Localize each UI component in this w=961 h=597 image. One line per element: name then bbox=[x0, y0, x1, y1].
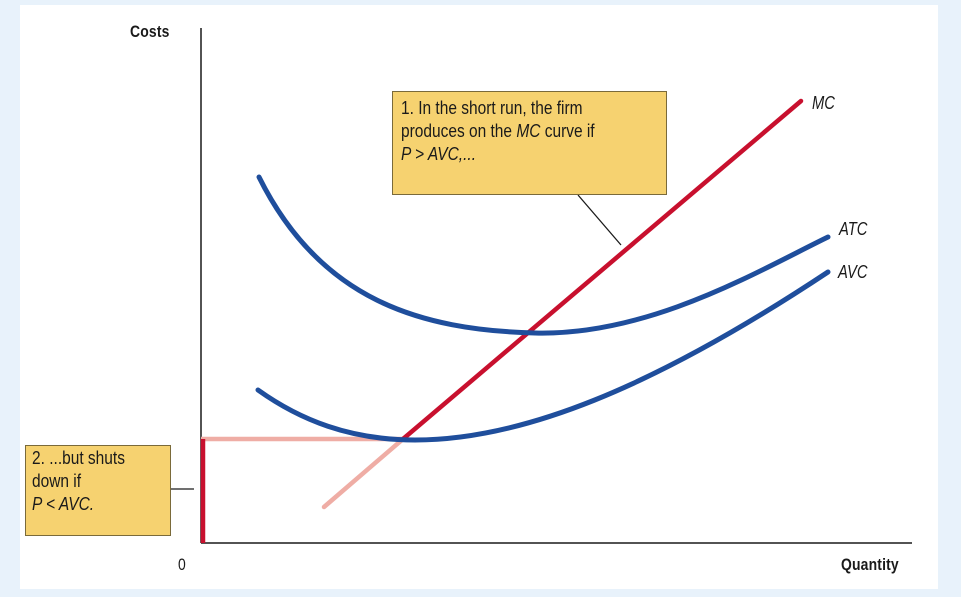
callout-run: P > AVC,... bbox=[401, 144, 477, 164]
mc-curve-below-avc bbox=[321, 436, 406, 510]
avc-curve bbox=[255, 269, 831, 443]
callout-line: down if bbox=[32, 470, 146, 493]
callout-line: 2. ...but shuts bbox=[32, 447, 146, 470]
callout-text: 2. ...but shuts down if P < AVC. bbox=[32, 447, 146, 516]
callout-line: 1. In the short run, the firm bbox=[401, 97, 622, 120]
callout-run: curve if bbox=[540, 121, 595, 141]
avc-label: AVC bbox=[838, 262, 868, 282]
callout-run: 1. In the short run, the firm bbox=[401, 98, 583, 118]
x-axis-title: Quantity bbox=[841, 555, 899, 574]
callout-run: produces on the bbox=[401, 121, 517, 141]
callout-run: MC bbox=[516, 121, 541, 141]
mc-curve bbox=[400, 98, 804, 442]
callout-run: 2. ...but shuts bbox=[32, 448, 125, 468]
callout-line: produces on the MC curve if bbox=[401, 120, 622, 143]
callout-line: P < AVC. bbox=[32, 493, 146, 516]
y-axis-title: Costs bbox=[130, 22, 170, 41]
callout-1-leader bbox=[577, 194, 622, 246]
atc-label: ATC bbox=[839, 219, 868, 239]
atc-curve bbox=[256, 174, 831, 336]
origin-label: 0 bbox=[178, 555, 186, 574]
shutdown-callout: 2. ...but shuts down if P < AVC. bbox=[25, 445, 171, 536]
callout-run: P < AVC. bbox=[32, 494, 95, 514]
mc-label: MC bbox=[812, 93, 835, 113]
callout-text: 1. In the short run, the firm produces on… bbox=[401, 97, 622, 166]
callout-run: down if bbox=[32, 471, 82, 491]
short-run-callout: 1. In the short run, the firm produces on… bbox=[392, 91, 667, 195]
callout-line: P > AVC,... bbox=[401, 143, 622, 166]
